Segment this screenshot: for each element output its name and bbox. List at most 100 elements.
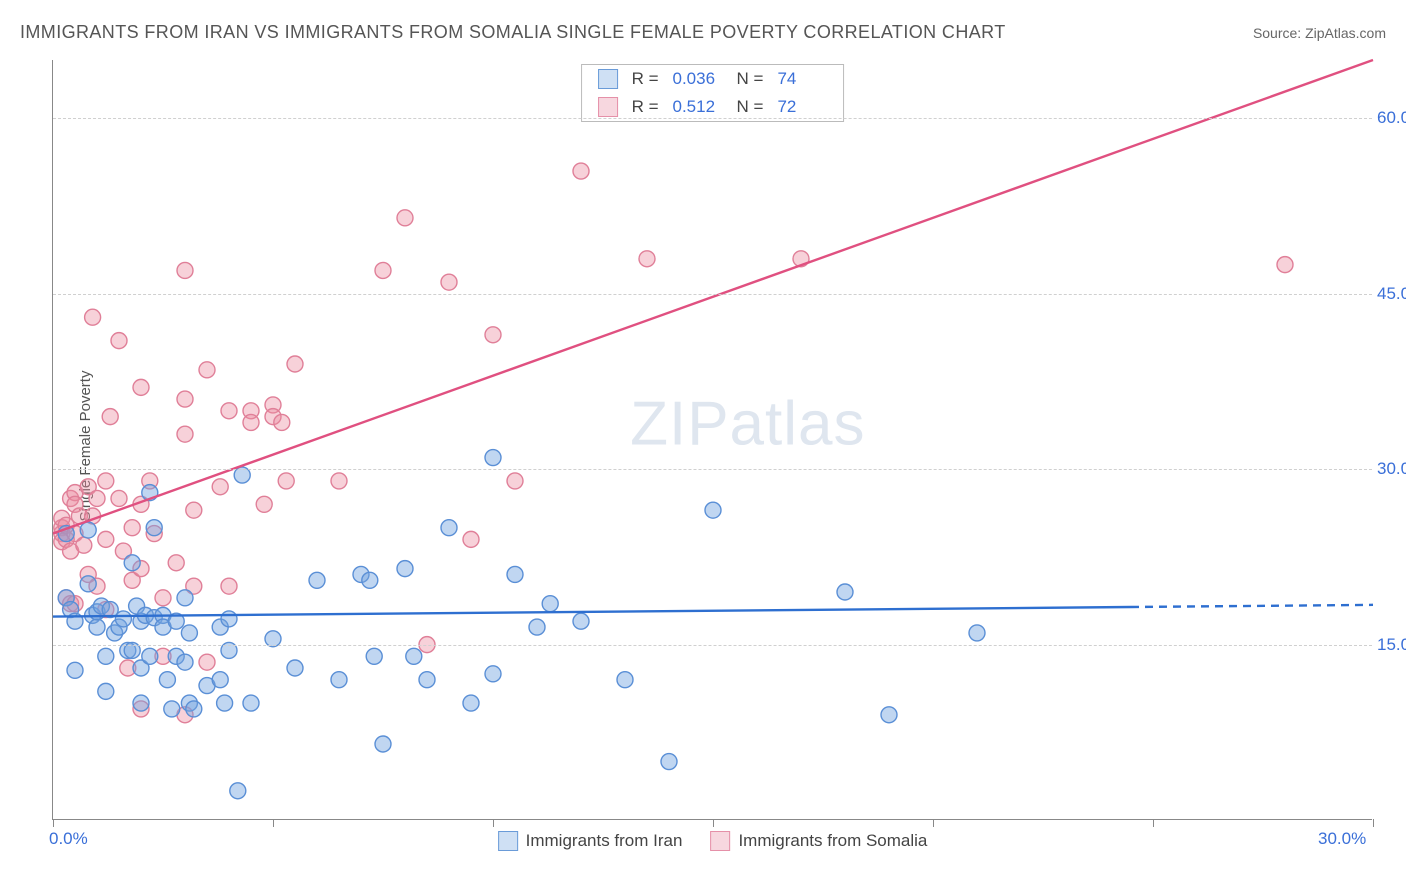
data-point xyxy=(221,403,237,419)
data-point xyxy=(441,274,457,290)
source-name: ZipAtlas.com xyxy=(1305,25,1386,41)
data-point xyxy=(375,262,391,278)
data-point xyxy=(230,783,246,799)
series-legend: Immigrants from Iran Immigrants from Som… xyxy=(498,831,928,851)
data-point xyxy=(309,572,325,588)
x-tick xyxy=(933,819,934,827)
data-point xyxy=(243,414,259,430)
x-tick-label: 0.0% xyxy=(49,829,88,849)
data-point xyxy=(573,163,589,179)
data-point xyxy=(274,414,290,430)
data-point xyxy=(80,576,96,592)
data-point xyxy=(124,555,140,571)
trend-line xyxy=(53,60,1373,534)
swatch-somalia xyxy=(710,831,730,851)
data-point xyxy=(67,662,83,678)
data-point xyxy=(186,502,202,518)
data-point xyxy=(85,309,101,325)
data-point xyxy=(142,648,158,664)
data-point xyxy=(573,613,589,629)
data-point xyxy=(186,701,202,717)
data-point xyxy=(212,672,228,688)
series-label-iran: Immigrants from Iran xyxy=(526,831,683,851)
data-point xyxy=(111,333,127,349)
data-point xyxy=(463,531,479,547)
data-point xyxy=(287,356,303,372)
data-point xyxy=(406,648,422,664)
data-point xyxy=(969,625,985,641)
data-point xyxy=(397,210,413,226)
data-point xyxy=(177,590,193,606)
data-point xyxy=(661,754,677,770)
trend-line xyxy=(1131,605,1373,607)
x-tick xyxy=(1153,819,1154,827)
data-point xyxy=(199,654,215,670)
data-point xyxy=(221,578,237,594)
data-point xyxy=(89,490,105,506)
gridline-h xyxy=(53,118,1372,119)
data-point xyxy=(837,584,853,600)
trend-line xyxy=(53,607,1131,617)
data-point xyxy=(146,520,162,536)
x-tick xyxy=(273,819,274,827)
data-point xyxy=(217,695,233,711)
plot-area: ZIPatlas R = 0.036 N = 74 R = 0.512 N = … xyxy=(52,60,1372,820)
data-point xyxy=(362,572,378,588)
data-point xyxy=(133,695,149,711)
chart-title: IMMIGRANTS FROM IRAN VS IMMIGRANTS FROM … xyxy=(20,22,1006,43)
data-point xyxy=(177,391,193,407)
data-point xyxy=(177,262,193,278)
data-point xyxy=(89,619,105,635)
data-point xyxy=(164,701,180,717)
data-point xyxy=(111,490,127,506)
data-point xyxy=(441,520,457,536)
data-point xyxy=(617,672,633,688)
y-tick-label: 30.0% xyxy=(1377,459,1406,479)
data-point xyxy=(181,625,197,641)
data-point xyxy=(507,566,523,582)
data-point xyxy=(98,683,114,699)
data-point xyxy=(542,596,558,612)
gridline-h xyxy=(53,645,1372,646)
data-point xyxy=(287,660,303,676)
data-point xyxy=(419,672,435,688)
swatch-iran xyxy=(498,831,518,851)
data-point xyxy=(366,648,382,664)
data-point xyxy=(256,496,272,512)
data-point xyxy=(463,695,479,711)
data-point xyxy=(115,611,131,627)
data-point xyxy=(133,379,149,395)
series-label-somalia: Immigrants from Somalia xyxy=(738,831,927,851)
y-tick-label: 60.0% xyxy=(1377,108,1406,128)
legend-item-somalia: Immigrants from Somalia xyxy=(710,831,927,851)
data-point xyxy=(278,473,294,489)
data-point xyxy=(397,561,413,577)
data-point xyxy=(485,666,501,682)
data-point xyxy=(375,736,391,752)
data-point xyxy=(76,537,92,553)
legend-item-iran: Immigrants from Iran xyxy=(498,831,683,851)
data-point xyxy=(485,450,501,466)
x-tick-label: 30.0% xyxy=(1318,829,1366,849)
data-point xyxy=(177,654,193,670)
x-tick xyxy=(53,819,54,827)
data-point xyxy=(507,473,523,489)
data-point xyxy=(1277,257,1293,273)
data-point xyxy=(243,695,259,711)
data-point xyxy=(80,522,96,538)
data-point xyxy=(331,672,347,688)
data-point xyxy=(529,619,545,635)
data-point xyxy=(199,362,215,378)
data-point xyxy=(98,648,114,664)
data-point xyxy=(639,251,655,267)
x-tick xyxy=(1373,819,1374,827)
data-point xyxy=(881,707,897,723)
x-tick xyxy=(713,819,714,827)
data-point xyxy=(159,672,175,688)
data-point xyxy=(102,409,118,425)
data-point xyxy=(168,555,184,571)
data-point xyxy=(485,327,501,343)
data-point xyxy=(212,479,228,495)
data-point xyxy=(177,426,193,442)
gridline-h xyxy=(53,294,1372,295)
